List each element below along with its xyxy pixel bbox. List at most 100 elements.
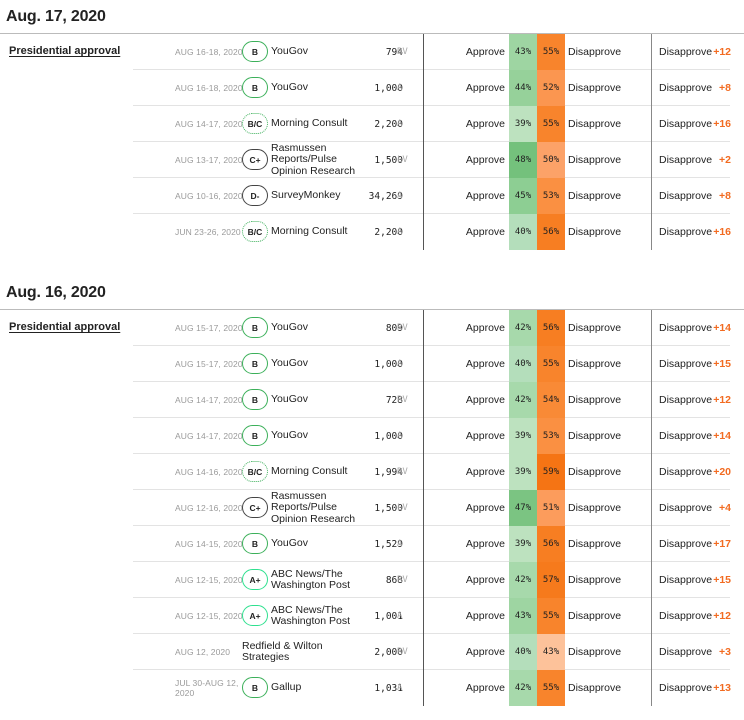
pollster-grade-badge[interactable]: B/C (242, 461, 268, 482)
sample-size: 34,269 (368, 190, 403, 202)
net-margin-value: +8 (719, 82, 731, 94)
poll-row[interactable]: AUG 12, 2020 Redfield & Wilton Strategies… (133, 634, 731, 670)
disapprove-label: Disapprove (568, 322, 622, 334)
net-leader-label: Disapprove (659, 46, 713, 58)
approve-label: Approve (465, 358, 505, 370)
sample-size: 2,200 (374, 118, 403, 130)
population-type: A (397, 683, 403, 693)
pollster-name[interactable]: Morning Consult (271, 225, 348, 238)
pollster-grade-badge[interactable]: D- (242, 185, 268, 206)
pollster-name[interactable]: ABC News/The Washington Post (271, 567, 350, 591)
pollster-grade-badge[interactable]: B (242, 677, 268, 698)
net-leader-label: Disapprove (659, 322, 713, 334)
day-section-aug-17: Aug. 17, 2020 Presidential approval AUG … (0, 0, 744, 260)
poll-row[interactable]: AUG 15-17, 2020 B YouGov 1,000 A Approve 40% 55… (133, 346, 731, 382)
approve-label: Approve (465, 682, 505, 694)
net-leader-label: Disapprove (659, 118, 713, 130)
section-divider (0, 309, 744, 310)
poll-dates: AUG 14-17, 2020 (175, 395, 243, 405)
population-type: A (397, 539, 403, 549)
pollster-grade-badge[interactable]: B (242, 41, 268, 62)
pollster-name[interactable]: Rasmussen Reports/Pulse Opinion Research (271, 489, 356, 525)
poll-type-link[interactable]: Presidential approval (9, 321, 121, 333)
disapprove-value-cell: 56% (537, 526, 565, 562)
approve-value-cell: 48% (509, 142, 537, 178)
pollster-name[interactable]: YouGov (271, 429, 308, 442)
sample-size: 1,000 (374, 430, 403, 442)
population-type: A (397, 227, 403, 237)
pollster-grade-badge[interactable]: A+ (242, 605, 268, 626)
poll-row[interactable]: AUG 15-17, 2020 B YouGov 809 RV Approve 42% 56%… (133, 310, 731, 346)
pollster-name[interactable]: Redfield & Wilton Strategies (242, 639, 323, 663)
pollster-grade-badge[interactable]: B/C (242, 221, 268, 242)
pollster-name[interactable]: YouGov (271, 45, 308, 58)
sample-size: 728 (385, 394, 403, 406)
pollster-name[interactable]: Gallup (271, 681, 302, 694)
approve-value-cell: 39% (509, 526, 537, 562)
poll-dates: AUG 14-15, 2020 (175, 539, 243, 549)
pollster-name[interactable]: YouGov (271, 357, 308, 370)
approve-label: Approve (465, 118, 505, 130)
sample-size: 1,500 (374, 502, 403, 514)
pollster-grade-badge[interactable]: B (242, 389, 268, 410)
pollster-grade-badge[interactable]: B (242, 317, 268, 338)
poll-row[interactable]: AUG 14-16, 2020 B/C Morning Consult 1,994 RV… (133, 454, 731, 490)
net-leader-label: Disapprove (659, 394, 713, 406)
approve-value-cell: 40% (509, 634, 537, 670)
sample-size: 2,000 (374, 646, 403, 658)
sample-size: 1,994 (374, 466, 403, 478)
section-date-heading: Aug. 16, 2020 (6, 284, 106, 301)
pollster-grade-badge[interactable]: B (242, 77, 268, 98)
population-type: RV (397, 647, 408, 657)
pollster-name[interactable]: SurveyMonkey (271, 189, 341, 202)
poll-row[interactable]: AUG 16-18, 2020 B YouGov 794 RV Approve 43% 55%… (133, 34, 731, 70)
disapprove-value-cell: 43% (537, 634, 565, 670)
poll-row[interactable]: AUG 14-15, 2020 B YouGov 1,529 A Approve 39% 56… (133, 526, 731, 562)
poll-row[interactable]: AUG 14-17, 2020 B/C Morning Consult 2,200 A A… (133, 106, 731, 142)
pollster-name[interactable]: YouGov (271, 81, 308, 94)
poll-table: AUG 16-18, 2020 B YouGov 794 RV Approve 43% 55%… (133, 34, 731, 250)
population-type: RV (397, 395, 408, 405)
poll-row[interactable]: AUG 12-15, 2020 A+ ABC News/The Washington… (133, 562, 731, 598)
pollster-grade-badge[interactable]: B (242, 533, 268, 554)
approve-value-cell: 43% (509, 34, 537, 70)
disapprove-value-cell: 55% (537, 346, 565, 382)
poll-row[interactable]: AUG 10-16, 2020 D- SurveyMonkey 34,269 A Appr… (133, 178, 731, 214)
poll-row[interactable]: AUG 14-17, 2020 B YouGov 728 RV Approve 42% 54%… (133, 382, 731, 418)
net-leader-label: Disapprove (659, 82, 713, 94)
poll-dates: AUG 14-17, 2020 (175, 119, 243, 129)
net-leader-label: Disapprove (659, 430, 713, 442)
pollster-name[interactable]: YouGov (271, 537, 308, 550)
sample-size: 2,200 (374, 226, 403, 238)
pollster-grade-badge[interactable]: B/C (242, 113, 268, 134)
poll-row[interactable]: JUN 23-26, 2020 B/C Morning Consult 2,200 A A… (133, 214, 731, 250)
pollster-grade-badge[interactable]: B (242, 353, 268, 374)
poll-row[interactable]: AUG 12-16, 2020 C+ Rasmussen Reports/Pulse… (133, 489, 731, 526)
disapprove-value-cell: 55% (537, 670, 565, 706)
net-margin-value: +3 (719, 646, 731, 658)
net-margin-value: +13 (713, 682, 731, 694)
poll-row[interactable]: AUG 12-15, 2020 A+ ABC News/The Washington… (133, 598, 731, 634)
pollster-name[interactable]: YouGov (271, 321, 308, 334)
pollster-name[interactable]: ABC News/The Washington Post (271, 603, 350, 627)
disapprove-value-cell: 55% (537, 106, 565, 142)
poll-row[interactable]: AUG 14-17, 2020 B YouGov 1,000 A Approve 39% 53… (133, 418, 731, 454)
pollster-name[interactable]: Morning Consult (271, 465, 348, 478)
poll-dates: AUG 10-16, 2020 (175, 191, 243, 201)
pollster-grade-badge[interactable]: A+ (242, 569, 268, 590)
disapprove-label: Disapprove (568, 574, 622, 586)
poll-dates: AUG 13-17, 2020 (175, 155, 243, 165)
pollster-grade-badge[interactable]: B (242, 425, 268, 446)
pollster-name[interactable]: Rasmussen Reports/Pulse Opinion Research (271, 141, 356, 177)
column-separator (651, 310, 652, 706)
poll-row[interactable]: AUG 16-18, 2020 B YouGov 1,000 A Approve 44% 52… (133, 70, 731, 106)
poll-type-link[interactable]: Presidential approval (9, 45, 121, 57)
poll-row[interactable]: JUL 30-AUG 12, 2020 B Gallup 1,031 A Approve 4… (133, 670, 731, 706)
pollster-grade-badge[interactable]: C+ (242, 149, 268, 170)
poll-row[interactable]: AUG 13-17, 2020 C+ Rasmussen Reports/Pulse… (133, 141, 731, 178)
pollster-grade-badge[interactable]: C+ (242, 497, 268, 518)
net-leader-label: Disapprove (659, 682, 713, 694)
pollster-name[interactable]: Morning Consult (271, 117, 348, 130)
pollster-name[interactable]: YouGov (271, 393, 308, 406)
net-margin-value: +12 (713, 394, 731, 406)
